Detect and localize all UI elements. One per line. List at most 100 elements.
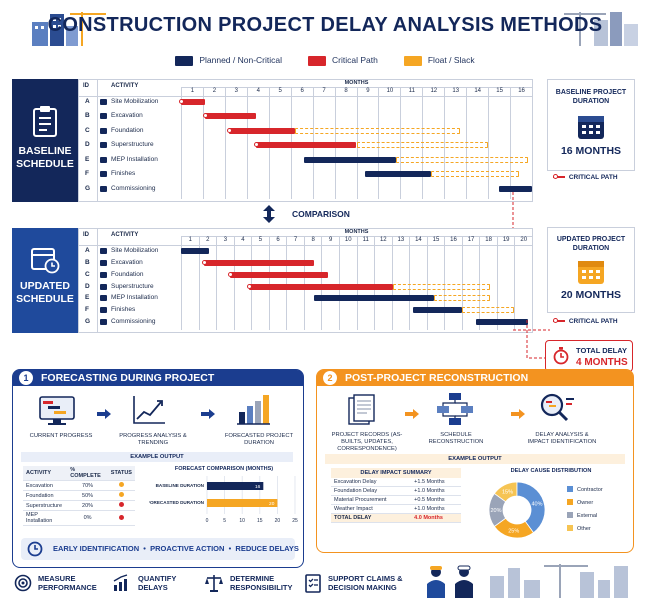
- step-number-badge: 1: [19, 371, 33, 385]
- progress-table: ACTIVITY % COMPLETE STATUS Excavation 70%…: [23, 466, 135, 526]
- x-tick-label: 15: [257, 518, 263, 524]
- legend-label: Float / Slack: [427, 55, 475, 65]
- x-tick-label: 25: [292, 518, 298, 524]
- activity-id: G: [85, 184, 91, 192]
- critical-path-marker-icon: [553, 174, 567, 180]
- documents-icon: [347, 394, 381, 431]
- status-cell: [107, 490, 135, 501]
- step-schedule-reconstruction: SCHEDULE RECONSTRUCTION: [428, 432, 484, 445]
- task-bar: [181, 248, 210, 254]
- activity-name: Superstructure: [111, 141, 154, 149]
- updated-panel-label: UPDATED SCHEDULE: [16, 280, 74, 305]
- month-label: 14: [415, 237, 422, 243]
- critical-node: [179, 99, 184, 104]
- activity-id: A: [85, 98, 90, 105]
- arrow-right-icon: [201, 406, 215, 424]
- bottom-item-quantify: QUANTIFY DELAYS: [112, 572, 192, 594]
- bar-label: FORECASTED DURATION: [149, 500, 205, 505]
- activity-name: Excavation: [111, 112, 143, 120]
- forecast-comparison-title: FORECAST COMPARISON (MONTHS): [174, 466, 274, 472]
- col-header-status: STATUS: [107, 466, 135, 481]
- activity-name: Superstructure: [111, 282, 154, 290]
- float-bar: [461, 307, 515, 314]
- reconstruction-title: POST-PROJECT RECONSTRUCTION: [345, 372, 529, 384]
- task-bar: [499, 185, 532, 192]
- bottom-item-claims: SUPPORT CLAIMS & DECISION MAKING: [304, 572, 414, 594]
- col-header-activity: ACTIVITY: [23, 466, 68, 481]
- activity-id: D: [85, 282, 90, 290]
- bullet-separator: •: [226, 544, 236, 553]
- step-number-badge: 2: [323, 371, 337, 385]
- month-label: 13: [397, 237, 405, 243]
- baseline-duration-title: BASELINE PROJECT DURATION: [555, 89, 627, 105]
- clock-icon: [27, 541, 43, 562]
- up-down-arrow-icon: [262, 205, 276, 228]
- table-row: Material Procurement +0.5 Months: [331, 495, 461, 505]
- delay-cause-donut-chart: 15% 40% 25% 20% Contractor Owner External Other: [488, 481, 603, 539]
- months-header: MONTHS: [344, 229, 369, 235]
- legend-label: Contractor: [577, 487, 603, 493]
- delay-summary-table: Excavation Delay +1.5 Months Foundation De…: [331, 478, 461, 523]
- distribution-title: DELAY CAUSE DISTRIBUTION: [510, 468, 592, 474]
- month-header-cell: 7: [286, 237, 304, 330]
- status-cell: [107, 510, 135, 526]
- activity-icon: [100, 283, 107, 290]
- activity-name: Foundation: [111, 126, 144, 134]
- determine-responsibility-text: DETERMINE RESPONSIBILITY: [230, 574, 293, 592]
- benefit-early-identification: EARLY IDENTIFICATION: [53, 544, 140, 553]
- month-label: 10: [386, 88, 394, 94]
- updated-duration-box: UPDATED PROJECT DURATION 20 MONTHS: [547, 227, 635, 313]
- legend: Planned / Non-Critical Critical Path Flo…: [0, 55, 650, 66]
- id-column-header: ID: [83, 232, 89, 238]
- month-label: 3: [223, 237, 228, 243]
- activity-icon: [100, 142, 107, 149]
- activity-name: Site Mobilization: [111, 247, 159, 254]
- activity-id: D: [85, 141, 90, 149]
- scales-icon: [204, 574, 224, 597]
- month-label: 7: [293, 237, 298, 243]
- month-header-cell: 17: [461, 237, 480, 330]
- critical-path-text: CRITICAL PATH: [568, 318, 618, 325]
- month-header-cell: 20: [514, 237, 532, 330]
- activity-column-header: ACTIVITY: [111, 83, 139, 89]
- forecast-bar: [207, 499, 278, 507]
- status-cell: [107, 500, 135, 511]
- month-label: 6: [300, 88, 304, 94]
- activity-divider: [97, 80, 98, 201]
- activity-name: Foundation: [111, 270, 144, 278]
- baseline-panel-label: BASELINE SCHEDULE: [16, 145, 74, 170]
- header-bottom-line: [79, 96, 532, 97]
- float-bar: [393, 283, 490, 290]
- month-header-cell: 19: [496, 237, 515, 330]
- step-current-progress: CURRENT PROGRESS: [29, 433, 93, 439]
- activity-name: Commissioning: [111, 184, 156, 192]
- delay-summary-title: DELAY IMPACT SUMMARY: [331, 468, 461, 478]
- total-delay-value: 4 MONTHS: [576, 357, 628, 368]
- month-label: 14: [474, 88, 481, 94]
- table-row: Foundation 50%: [23, 490, 135, 501]
- bullet-separator: •: [141, 544, 151, 553]
- critical-node: [227, 127, 233, 133]
- task-bar: [229, 127, 296, 134]
- updated-critical-path-label: CRITICAL PATH: [553, 318, 618, 325]
- month-label: 12: [430, 88, 438, 94]
- month-header-cell: 13: [391, 237, 410, 330]
- month-header-cell: 1: [181, 88, 203, 199]
- month-header-cell: 11: [400, 88, 422, 199]
- task-bar: [475, 319, 529, 326]
- month-header-cell: 3: [224, 88, 247, 199]
- bar-value-label: 20: [269, 501, 275, 507]
- status-cell: [107, 480, 135, 491]
- step-progress-analysis: PROGRESS ANALYSIS & TRENDING: [119, 433, 187, 446]
- month-label: 6: [276, 237, 280, 243]
- support-claims-text: SUPPORT CLAIMS & DECISION MAKING: [328, 574, 403, 592]
- task-bar: [205, 113, 256, 120]
- flowchart-icon: [435, 392, 475, 431]
- float-bar: [295, 127, 460, 134]
- complete-cell: 20%: [67, 500, 108, 511]
- task-bar: [230, 271, 329, 278]
- forecasting-title: FORECASTING DURING PROJECT: [41, 372, 215, 384]
- forecast-bars-icon: [235, 392, 271, 431]
- delay-value-cell: +1.0 Months: [411, 504, 461, 514]
- activity-id: C: [85, 126, 90, 134]
